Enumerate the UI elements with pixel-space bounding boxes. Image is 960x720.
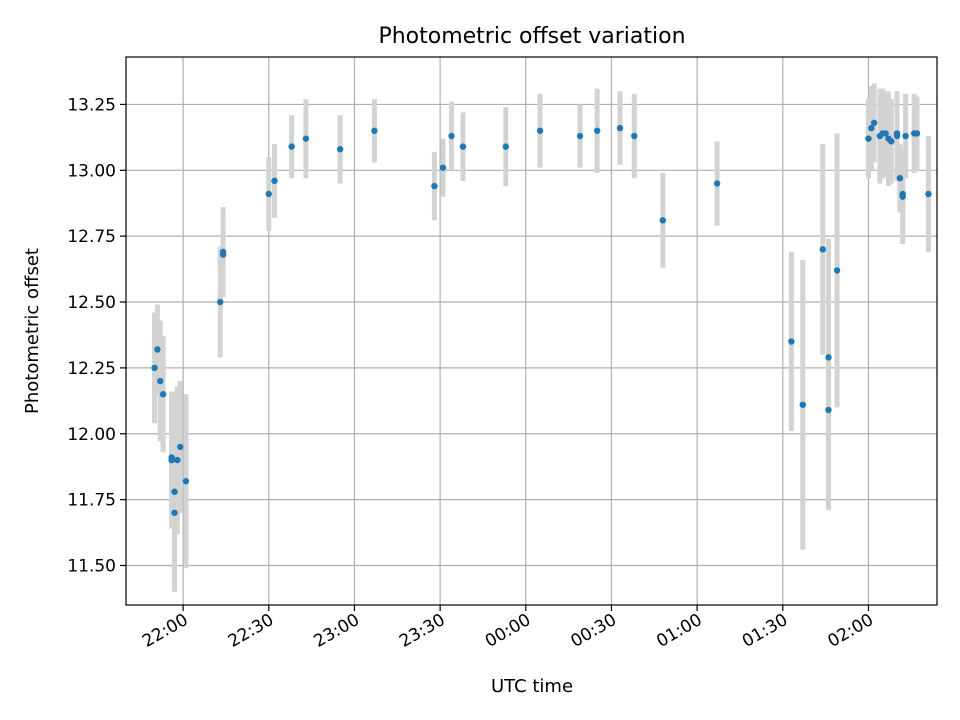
data-point <box>868 124 875 132</box>
data-point <box>182 477 190 485</box>
x-tick-label: 23:00 <box>311 610 363 652</box>
data-point <box>174 456 181 464</box>
x-tick-label: 01:00 <box>653 610 705 652</box>
x-axis-label: UTC time <box>491 676 573 697</box>
data-point <box>536 127 544 134</box>
data-point <box>899 190 906 198</box>
data-point <box>168 456 175 464</box>
data-point <box>925 190 932 198</box>
data-point <box>288 143 295 150</box>
data-point <box>913 130 921 137</box>
y-tick-label: 11.50 <box>67 556 116 576</box>
x-tick-label: 23:30 <box>396 610 448 652</box>
data-point <box>157 377 164 385</box>
data-point <box>171 488 178 495</box>
x-tick-label: 02:00 <box>825 610 877 652</box>
data-point <box>177 443 184 451</box>
data-point <box>265 190 272 198</box>
data-point <box>893 132 901 140</box>
y-tick-label: 13.25 <box>67 95 116 115</box>
x-tick-label: 22:00 <box>139 610 191 652</box>
data-point <box>659 217 667 224</box>
data-point <box>219 248 227 256</box>
plot-frame <box>125 56 938 606</box>
data-point <box>448 132 455 140</box>
data-point <box>154 346 161 353</box>
data-point <box>896 174 904 182</box>
data-point <box>159 391 167 398</box>
data-point <box>833 267 841 274</box>
chart-title: Photometric offset variation <box>378 24 685 49</box>
data-point <box>336 146 344 153</box>
data-point <box>371 127 378 134</box>
data-point <box>888 138 895 145</box>
data-point <box>865 135 872 142</box>
data-point <box>302 135 310 142</box>
data-point <box>439 164 447 171</box>
data-points <box>151 119 932 516</box>
data-point <box>271 177 278 185</box>
grid-lines <box>126 57 937 605</box>
data-point <box>593 127 601 134</box>
data-point <box>616 124 624 132</box>
axes: 22:00 22:30 23:00 23:30 00:00 00:30 01:00 01:30… <box>67 56 938 652</box>
data-point <box>151 364 158 372</box>
data-point <box>788 338 795 345</box>
x-tick-label: 00:00 <box>482 610 534 652</box>
y-tick-label: 12.75 <box>67 227 116 247</box>
data-point <box>825 406 832 414</box>
data-point <box>459 143 467 150</box>
data-point <box>902 132 909 140</box>
y-axis-label: Photometric offset <box>22 248 43 414</box>
data-point <box>631 132 638 140</box>
data-point <box>819 246 826 253</box>
x-tick-label: 00:30 <box>568 610 620 652</box>
data-point <box>799 401 806 408</box>
data-point <box>171 509 178 516</box>
data-point <box>502 143 509 150</box>
data-point <box>882 130 889 137</box>
data-point <box>870 119 878 127</box>
x-tick-label: 01:30 <box>739 610 791 652</box>
y-tick-label: 12.25 <box>67 359 116 379</box>
error-bars <box>152 83 931 592</box>
data-point <box>713 180 721 187</box>
y-tick-label: 12.50 <box>67 293 116 313</box>
y-tick-label: 13.00 <box>67 161 116 181</box>
data-point <box>217 298 224 306</box>
data-point <box>825 354 832 361</box>
y-tick-label: 11.75 <box>67 491 116 511</box>
y-tick-label: 12.00 <box>67 425 116 445</box>
data-point <box>431 182 438 190</box>
x-tick-label: 22:30 <box>225 610 277 652</box>
data-point <box>576 132 584 140</box>
